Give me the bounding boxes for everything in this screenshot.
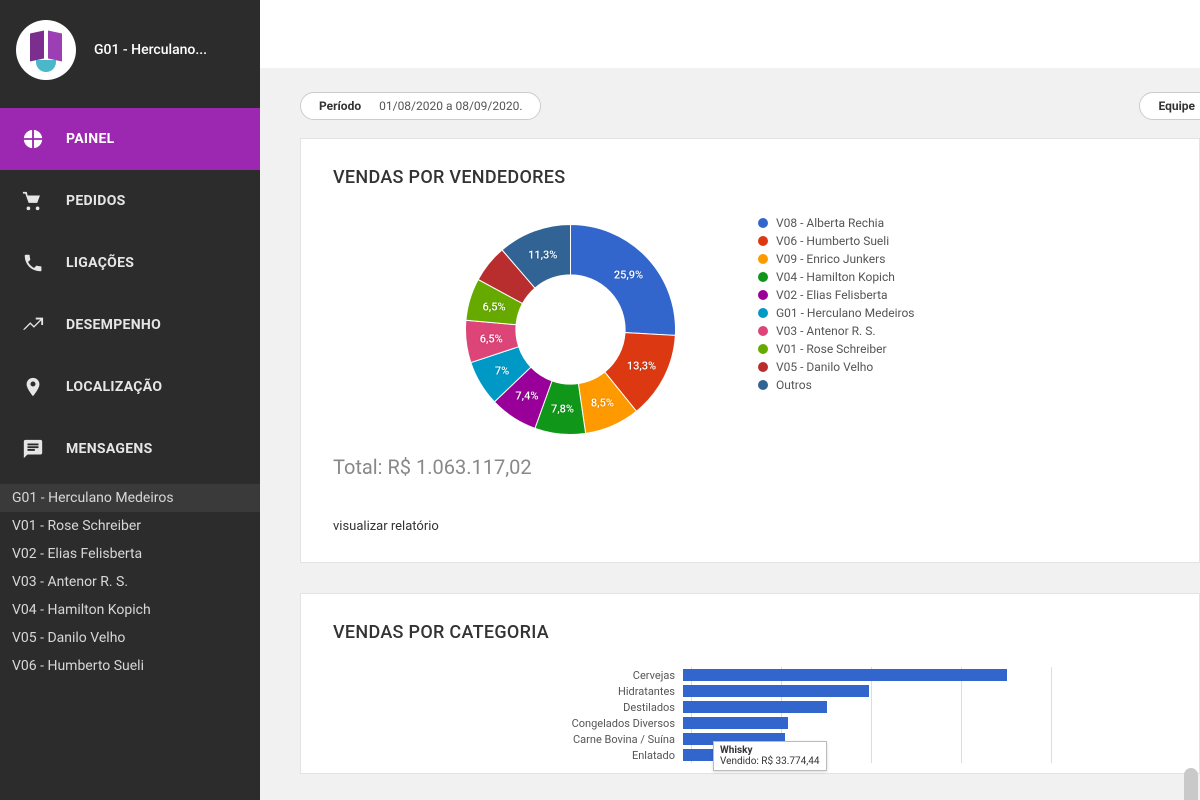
profile-block: G01 - Herculano... — [0, 0, 260, 108]
nav-label: LOCALIZAÇÃO — [66, 379, 162, 395]
legend-item[interactable]: V09 - Enrico Junkers — [758, 252, 914, 266]
topbar — [260, 0, 1200, 68]
category-label: Enlatado — [533, 749, 683, 762]
seller-item[interactable]: V05 - Danilo Velho — [0, 624, 260, 652]
nav-item-pin[interactable]: LOCALIZAÇÃO — [0, 356, 260, 418]
category-row[interactable]: Destilados — [533, 699, 1167, 715]
message-icon — [22, 438, 44, 460]
team-label: Equipe — [1158, 99, 1195, 113]
filter-bar: Período 01/08/2020 a 08/09/2020. Equipe — [260, 68, 1200, 138]
legend-label: V05 - Danilo Velho — [776, 360, 873, 374]
nav-label: PEDIDOS — [66, 193, 126, 209]
pin-icon — [22, 376, 44, 398]
category-bar — [683, 669, 1007, 681]
category-label: Carne Bovina / Suína — [533, 733, 683, 746]
category-row[interactable]: Hidratantes — [533, 683, 1167, 699]
card-vendas-categoria: VENDAS POR CATEGORIA Cervejas Hidratantes… — [300, 593, 1200, 774]
pie-icon — [22, 128, 44, 150]
category-row[interactable]: Cervejas — [533, 667, 1167, 683]
legend-item[interactable]: V05 - Danilo Velho — [758, 360, 914, 374]
total-label: Total: R$ 1.063.117,02 — [333, 455, 1167, 479]
seller-sublist: G01 - Herculano MedeirosV01 - Rose Schre… — [0, 480, 260, 684]
cart-icon — [22, 190, 44, 212]
nav-item-pie[interactable]: PAINEL — [0, 108, 260, 170]
legend-label: V08 - Alberta Rechia — [776, 216, 884, 230]
legend-dot — [758, 236, 768, 246]
card-title: VENDAS POR CATEGORIA — [333, 622, 1167, 643]
legend-label: V06 - Humberto Sueli — [776, 234, 889, 248]
legend-item[interactable]: V08 - Alberta Rechia — [758, 216, 914, 230]
phone-icon — [22, 252, 44, 274]
nav-label: LIGAÇÕES — [66, 255, 134, 271]
legend-label: V03 - Antenor R. S. — [776, 324, 875, 338]
period-value: 01/08/2020 a 08/09/2020. — [379, 99, 522, 113]
nav-item-trend[interactable]: DESEMPENHO — [0, 294, 260, 356]
legend-label: Outros — [776, 378, 812, 392]
category-bar — [683, 685, 869, 697]
legend-dot — [758, 272, 768, 282]
category-bar — [683, 701, 827, 713]
legend-item[interactable]: V04 - Hamilton Kopich — [758, 270, 914, 284]
main-nav: PAINEL PEDIDOS LIGAÇÕES DESEMPENHO LOCALIZAÇ… — [0, 108, 260, 480]
legend-dot — [758, 308, 768, 318]
nav-item-cart[interactable]: PEDIDOS — [0, 170, 260, 232]
content-scroll[interactable]: Período 01/08/2020 a 08/09/2020. Equipe … — [260, 68, 1200, 800]
scrollbar-thumb[interactable] — [1184, 768, 1198, 800]
main-area: Período 01/08/2020 a 08/09/2020. Equipe … — [260, 0, 1200, 800]
legend-dot — [758, 218, 768, 228]
legend-dot — [758, 362, 768, 372]
profile-name: G01 - Herculano... — [94, 42, 207, 58]
view-report-link[interactable]: visualizar relatório — [333, 519, 1167, 534]
team-filter[interactable]: Equipe — [1139, 92, 1200, 120]
seller-item[interactable]: G01 - Herculano Medeiros — [0, 484, 260, 512]
seller-item[interactable]: V03 - Antenor R. S. — [0, 568, 260, 596]
legend-item[interactable]: V02 - Elias Felisberta — [758, 288, 914, 302]
nav-label: PAINEL — [66, 131, 115, 147]
seller-item[interactable]: V01 - Rose Schreiber — [0, 512, 260, 540]
legend-label: V02 - Elias Felisberta — [776, 288, 888, 302]
seller-item[interactable]: V04 - Hamilton Kopich — [0, 596, 260, 624]
legend-item[interactable]: V06 - Humberto Sueli — [758, 234, 914, 248]
nav-item-phone[interactable]: LIGAÇÕES — [0, 232, 260, 294]
legend-dot — [758, 326, 768, 336]
card-vendas-vendedores: VENDAS POR VENDEDORES 25,9%13,3%8,5%7,8%… — [300, 138, 1200, 563]
legend-label: V04 - Hamilton Kopich — [776, 270, 895, 284]
category-label: Destilados — [533, 701, 683, 714]
category-label: Hidratantes — [533, 685, 683, 698]
seller-item[interactable]: V06 - Humberto Sueli — [0, 652, 260, 680]
donut-legend: V08 - Alberta Rechia V06 - Humberto Sueli… — [758, 216, 914, 392]
category-label: Congelados Diversos — [533, 717, 683, 730]
category-bar-chart[interactable]: Cervejas Hidratantes Destilados Congelados … — [533, 667, 1167, 763]
category-row[interactable]: Congelados Diversos — [533, 715, 1167, 731]
legend-item[interactable]: V01 - Rose Schreiber — [758, 342, 914, 356]
legend-label: V09 - Enrico Junkers — [776, 252, 885, 266]
chart-tooltip: WhiskyVendido: R$ 33.774,44 — [713, 741, 827, 771]
legend-label: V01 - Rose Schreiber — [776, 342, 887, 356]
sidebar: G01 - Herculano... PAINEL PEDIDOS LIGAÇÕES… — [0, 0, 260, 800]
category-row[interactable]: Enlatado — [533, 747, 1167, 763]
legend-item[interactable]: Outros — [758, 378, 914, 392]
category-bar — [683, 717, 788, 729]
trend-icon — [22, 314, 44, 336]
nav-label: MENSAGENS — [66, 441, 153, 457]
nav-label: DESEMPENHO — [66, 317, 161, 333]
legend-dot — [758, 380, 768, 390]
category-label: Cervejas — [533, 669, 683, 682]
legend-item[interactable]: V03 - Antenor R. S. — [758, 324, 914, 338]
period-filter[interactable]: Período 01/08/2020 a 08/09/2020. — [300, 92, 541, 120]
avatar — [16, 20, 76, 80]
donut-chart[interactable]: 25,9%13,3%8,5%7,8%7,4%7%6,5%6,5%11,3% — [453, 212, 688, 447]
period-label: Período — [319, 99, 361, 113]
legend-dot — [758, 254, 768, 264]
legend-dot — [758, 290, 768, 300]
category-row[interactable]: Carne Bovina / Suína — [533, 731, 1167, 747]
legend-item[interactable]: G01 - Herculano Medeiros — [758, 306, 914, 320]
nav-item-message[interactable]: MENSAGENS — [0, 418, 260, 480]
card-title: VENDAS POR VENDEDORES — [333, 167, 1167, 188]
legend-label: G01 - Herculano Medeiros — [776, 306, 914, 320]
legend-dot — [758, 344, 768, 354]
seller-item[interactable]: V02 - Elias Felisberta — [0, 540, 260, 568]
